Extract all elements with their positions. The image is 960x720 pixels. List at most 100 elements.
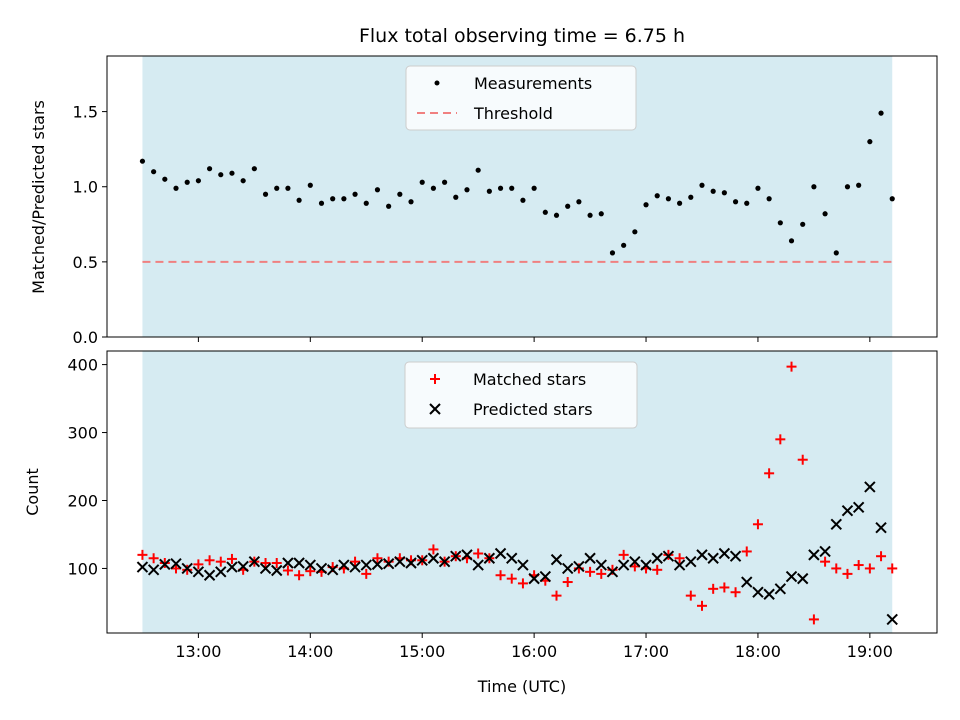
measurement-point bbox=[139, 158, 146, 164]
matched-star-point bbox=[294, 570, 305, 581]
measurement-point bbox=[822, 211, 828, 217]
measurement-point bbox=[598, 211, 604, 217]
measurement-point bbox=[878, 110, 884, 116]
predicted-star-point bbox=[181, 562, 193, 575]
predicted-star-point bbox=[494, 547, 507, 560]
matched-star-point bbox=[864, 563, 875, 574]
measurement-point bbox=[441, 179, 448, 185]
predicted-star-point bbox=[617, 559, 630, 571]
matched-star-point bbox=[215, 556, 226, 567]
measurement-point bbox=[486, 188, 492, 194]
predicted-star-point bbox=[338, 559, 350, 571]
matched-star-point bbox=[428, 544, 439, 555]
predicted-star-point bbox=[550, 553, 563, 566]
measurement-point bbox=[699, 182, 705, 188]
predicted-star-point bbox=[315, 562, 328, 575]
matched-star-point bbox=[361, 568, 372, 579]
matched-star-point bbox=[193, 559, 204, 570]
x-tick-label: 13:00 bbox=[175, 642, 221, 661]
measurement-point bbox=[643, 202, 649, 208]
matched-star-point bbox=[808, 614, 819, 625]
measurement-point bbox=[867, 139, 873, 145]
measurement-point bbox=[173, 185, 179, 191]
bottom-legend-box bbox=[404, 361, 638, 429]
matched-star-point bbox=[585, 566, 596, 577]
predicted-star-point bbox=[696, 549, 708, 561]
legend-predicted-marker bbox=[429, 403, 441, 415]
matched-star-point bbox=[674, 553, 685, 564]
matched-star-point bbox=[853, 560, 864, 571]
predicted-star-point bbox=[405, 557, 417, 569]
measurement-point bbox=[419, 179, 425, 185]
top-panel: 0.0 0.5 1.0 1.5 Flux total observing time =… bbox=[29, 25, 938, 347]
predicted-star-point bbox=[159, 558, 171, 571]
matched-star-point bbox=[372, 553, 383, 564]
measurement-point bbox=[844, 184, 851, 190]
measurement-point bbox=[285, 185, 291, 191]
measurement-point bbox=[274, 185, 280, 191]
predicted-star-point bbox=[517, 559, 529, 571]
matched-star-point bbox=[887, 563, 898, 574]
legend-predicted-label: Predicted stars bbox=[473, 400, 593, 419]
matched-star-point bbox=[596, 568, 607, 579]
matched-star-point bbox=[797, 454, 808, 465]
measurement-point bbox=[229, 170, 235, 176]
matched-star-point bbox=[473, 548, 484, 559]
measurement-point bbox=[386, 203, 392, 209]
predicted-star-point bbox=[282, 557, 294, 569]
predicted-star-point bbox=[797, 572, 809, 585]
measurement-point bbox=[621, 242, 627, 248]
top-y-axis: 0.0 0.5 1.0 1.5 bbox=[73, 103, 107, 347]
measurement-point bbox=[307, 182, 313, 188]
predicted-star-point bbox=[394, 555, 406, 568]
matched-star-point bbox=[495, 570, 506, 581]
measurement-point bbox=[497, 185, 504, 191]
matched-star-point bbox=[260, 558, 271, 569]
measurement-point bbox=[688, 194, 694, 200]
measurement-point bbox=[363, 200, 369, 206]
predicted-star-point bbox=[573, 560, 585, 573]
measurement-point bbox=[654, 193, 660, 199]
predicted-star-point bbox=[483, 552, 496, 564]
predicted-star-point bbox=[640, 559, 652, 571]
predicted-star-point bbox=[539, 570, 552, 583]
measurement-point bbox=[408, 199, 414, 205]
matched-star-point bbox=[752, 519, 763, 530]
measurement-point bbox=[677, 200, 683, 206]
matched-star-point bbox=[741, 546, 752, 557]
measurement-point bbox=[296, 197, 302, 203]
bottom-y-tick-label: 100 bbox=[67, 559, 98, 578]
measurement-point bbox=[151, 169, 157, 175]
matched-star-point bbox=[719, 582, 730, 593]
predicted-star-point bbox=[685, 555, 697, 568]
bottom-y-tick-label: 200 bbox=[67, 491, 98, 510]
measurement-point bbox=[889, 196, 895, 202]
predicted-star-point bbox=[271, 564, 283, 577]
measurement-point bbox=[330, 196, 336, 202]
predicted-star-point bbox=[707, 552, 719, 564]
matched-star-point bbox=[137, 549, 148, 560]
legend-measurements-marker bbox=[434, 80, 440, 86]
x-axis-label: Time (UTC) bbox=[477, 677, 566, 696]
top-y-tick-label: 1.0 bbox=[73, 178, 98, 197]
matched-star-point bbox=[876, 551, 887, 562]
predicted-star-point bbox=[349, 561, 361, 573]
top-y-tick-label: 0.5 bbox=[73, 253, 98, 272]
bottom-y-tick-label: 400 bbox=[67, 356, 98, 375]
predicted-star-point bbox=[136, 561, 149, 573]
measurement-point bbox=[766, 196, 772, 202]
bottom-panel: 100 200 300 400 13:00 14:00 15:00 16:00 17:00 18… bbox=[23, 350, 938, 696]
measurement-point bbox=[430, 185, 437, 191]
predicted-star-point bbox=[774, 583, 787, 595]
matched-star-point bbox=[226, 553, 237, 564]
bottom-y-axis: 100 200 300 400 bbox=[67, 356, 107, 578]
legend-measurements-label: Measurements bbox=[474, 74, 592, 93]
bottom-x-axis: 13:00 14:00 15:00 16:00 17:00 18:00 19:00 bbox=[175, 633, 893, 661]
predicted-star-point bbox=[192, 566, 205, 578]
predicted-star-point bbox=[886, 613, 898, 626]
matched-star-point bbox=[305, 566, 316, 577]
predicted-star-point bbox=[718, 547, 731, 560]
measurement-point bbox=[206, 166, 213, 172]
measurement-point bbox=[856, 182, 862, 188]
predicted-star-point bbox=[662, 550, 675, 562]
